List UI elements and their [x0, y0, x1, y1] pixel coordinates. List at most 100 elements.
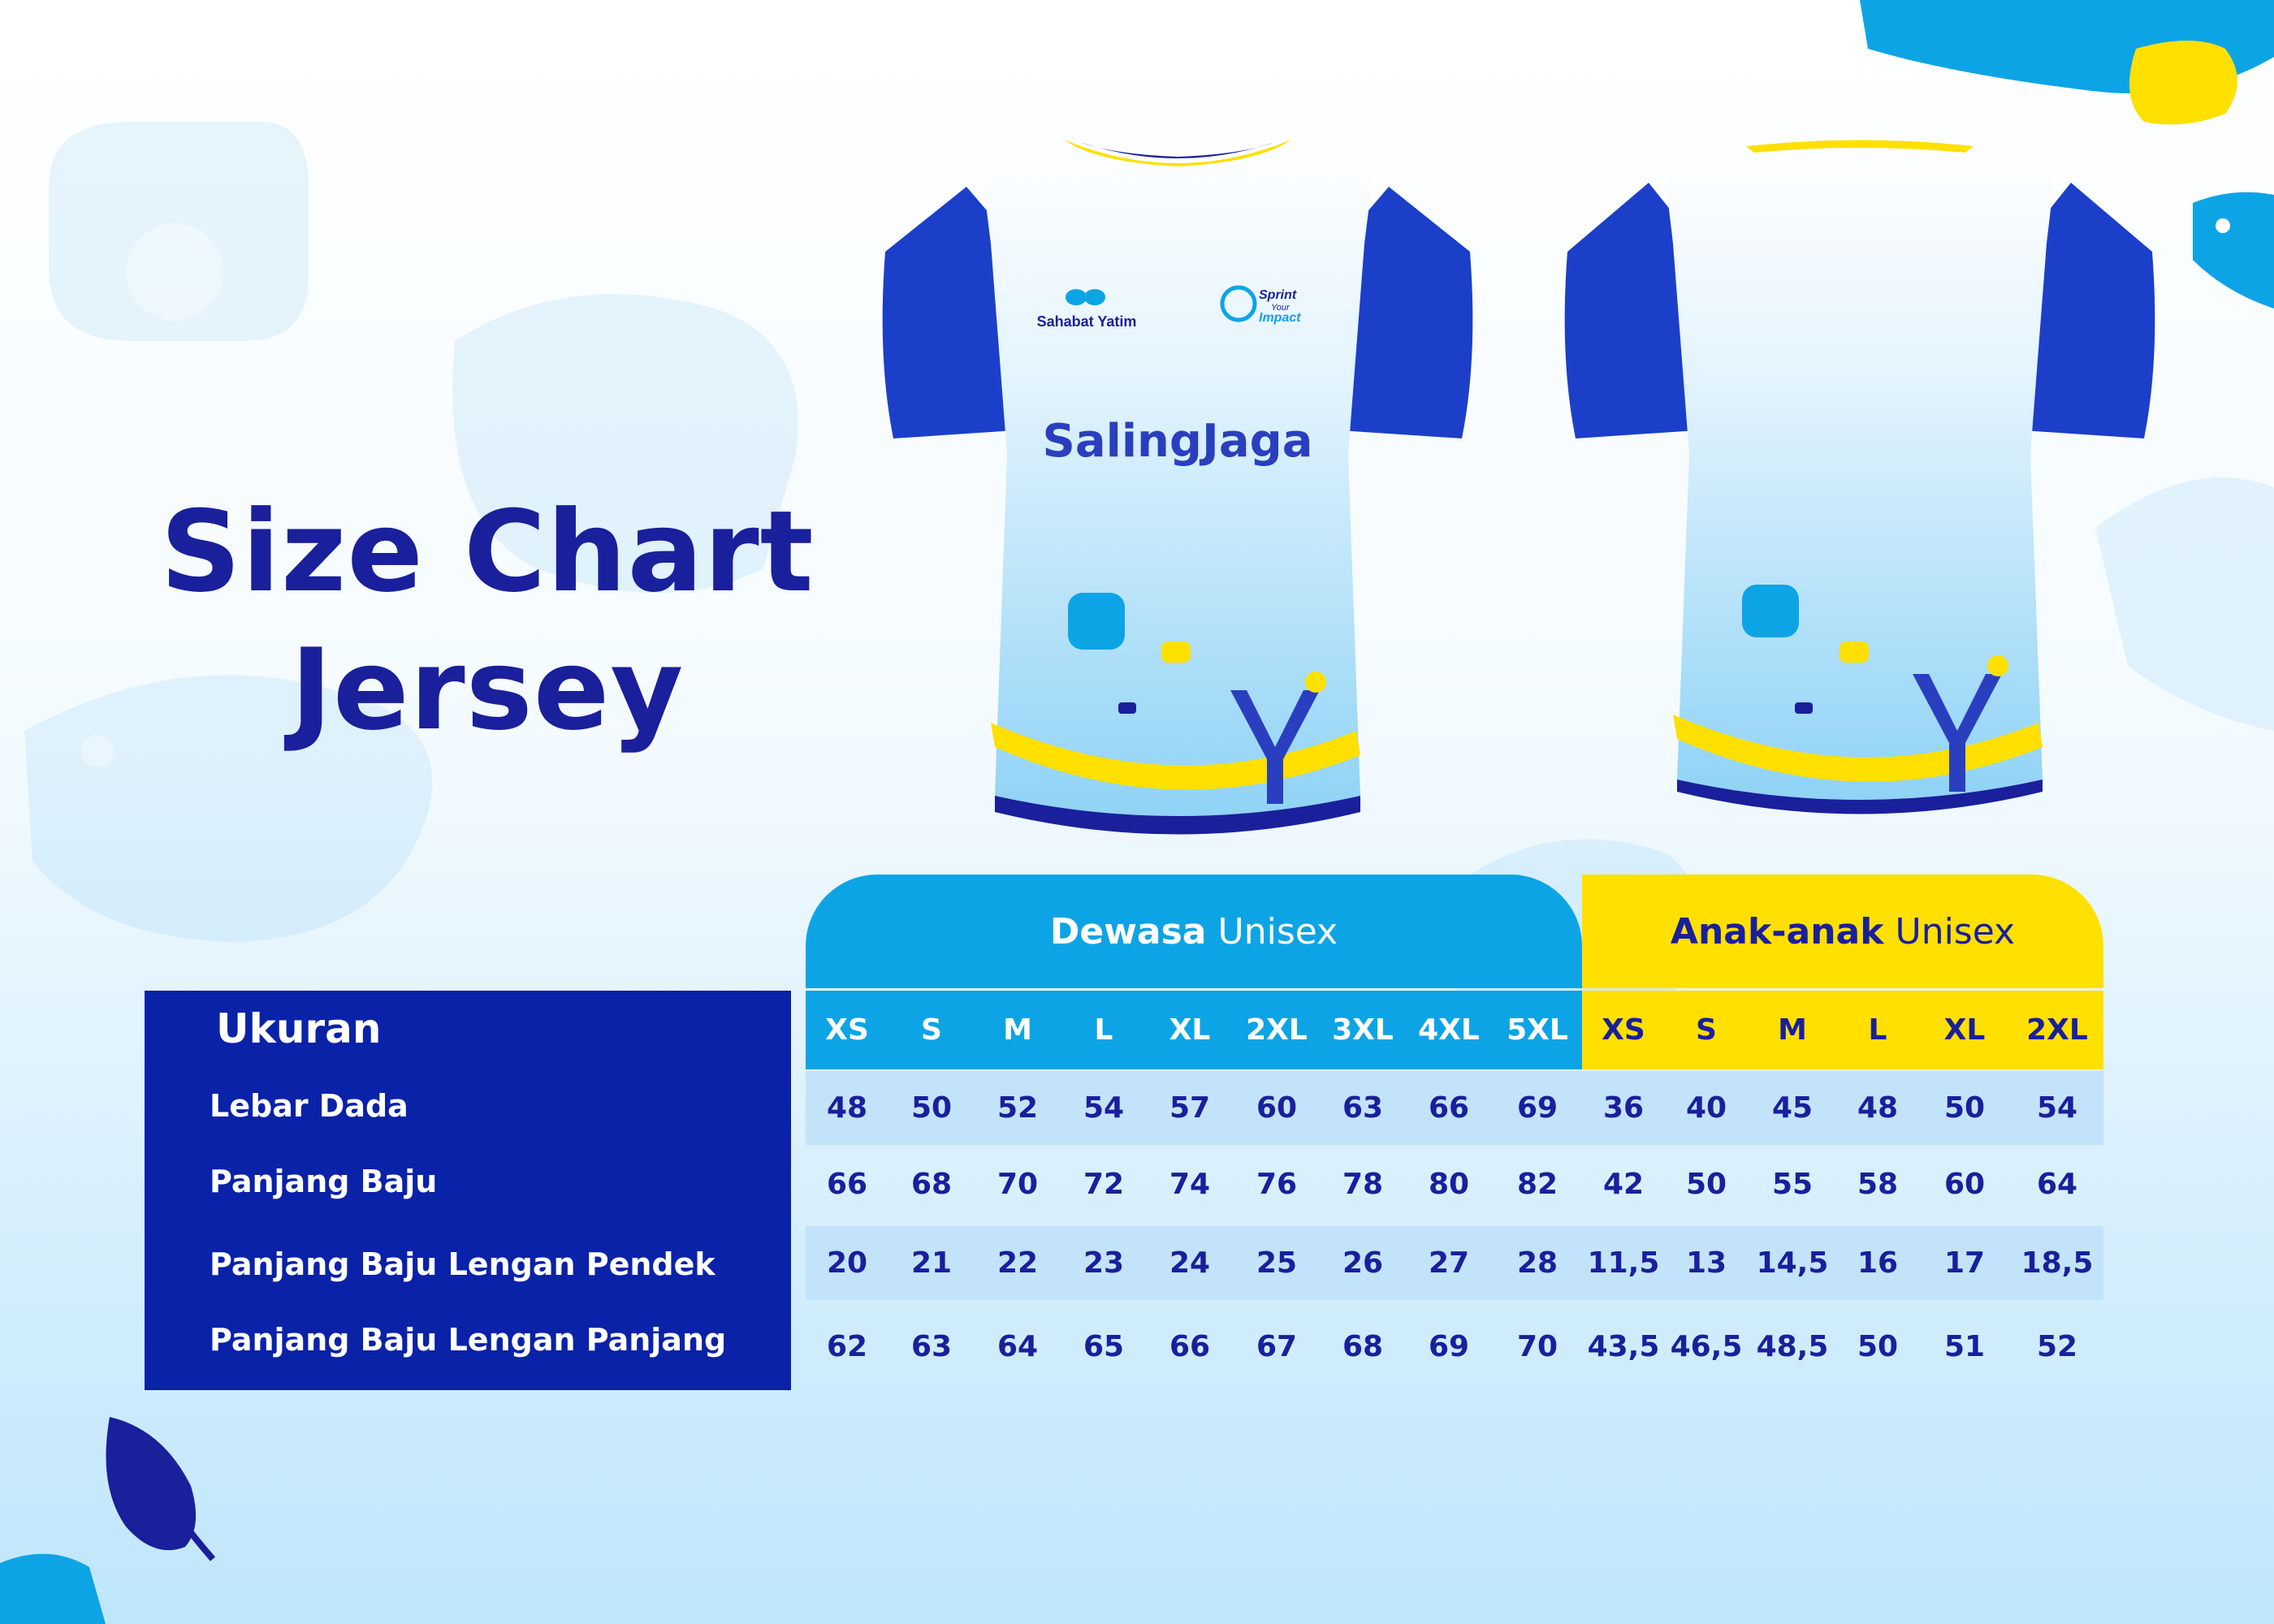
table-cell-adult: 50 — [910, 1091, 953, 1125]
table-cell-adult: 66 — [1169, 1330, 1211, 1363]
table-row: 20 21 22 23 24 25 26 27 28 11,5 13 14,5 16 17 18,5 — [806, 1226, 2103, 1300]
table-cell-adult: 69 — [1516, 1091, 1559, 1125]
table-cell-adult: 28 — [1516, 1246, 1559, 1280]
table-cell-adult: 52 — [996, 1091, 1039, 1125]
table-cell-adult: 72 — [1083, 1168, 1125, 1201]
table-cell-adult: 60 — [1256, 1091, 1298, 1125]
table-cell-kids: 16 — [1857, 1246, 1899, 1280]
table-cell-kids: 60 — [1943, 1168, 1986, 1201]
table-cell-adult: 57 — [1169, 1091, 1211, 1125]
size-header-adult: S — [921, 1013, 942, 1047]
table-cell-kids: 13 — [1685, 1246, 1727, 1280]
table-cell-kids: 43,5 — [1587, 1330, 1660, 1363]
size-header-adult: M — [1003, 1013, 1032, 1047]
kids-header: Anak-anak Unisex — [1582, 875, 2103, 988]
size-header-adult: 5XL — [1507, 1013, 1568, 1047]
table-cell-kids: 46,5 — [1670, 1330, 1743, 1363]
size-header-adult: L — [1094, 1013, 1113, 1047]
table-cell-adult: 69 — [1428, 1330, 1470, 1363]
table-cell-adult: 65 — [1083, 1330, 1125, 1363]
table-cell-adult: 68 — [910, 1168, 953, 1201]
table-cell-kids: 51 — [1943, 1330, 1986, 1363]
ukuran-label: Ukuran — [216, 1005, 382, 1052]
table-cell-adult: 80 — [1428, 1168, 1470, 1201]
table-cell-adult: 68 — [1342, 1330, 1384, 1363]
table-cell-kids: 64 — [2036, 1168, 2078, 1201]
logo-sprint-line3: Impact — [1259, 311, 1301, 325]
kids-header-rest: Unisex — [1895, 910, 2016, 952]
page-title: Size Chart Jersey — [122, 483, 853, 759]
adult-header-rest: Unisex — [1217, 910, 1338, 952]
table-cell-adult: 20 — [826, 1246, 868, 1280]
blob-yellow-top-right — [2129, 41, 2237, 125]
table-cell-kids: 11,5 — [1587, 1246, 1660, 1280]
table-cell-adult: 66 — [826, 1168, 868, 1201]
row-label-panjang-baju: Panjang Baju — [210, 1164, 438, 1199]
size-header-kids: M — [1778, 1013, 1807, 1047]
measurement-label-panel: Ukuran Lebar Dada Panjang Baju Panjang B… — [145, 991, 791, 1390]
table-cell-kids: 54 — [2036, 1091, 2078, 1125]
table-cell-adult: 22 — [996, 1246, 1039, 1280]
table-cell-adult: 54 — [1083, 1091, 1125, 1125]
table-cell-kids: 48 — [1857, 1091, 1899, 1125]
table-cell-kids: 55 — [1771, 1168, 1814, 1201]
jersey-front-image: Sahabat Yatim Sprint Your Impact SalingJ… — [882, 138, 1473, 835]
kids-size-row: XS S M L XL 2XL — [1582, 991, 2103, 1069]
row-label-lengan-panjang: Panjang Baju Lengan Panjang — [210, 1322, 727, 1358]
table-cell-kids: 18,5 — [2021, 1246, 2094, 1280]
logo-sprint-line1: Sprint — [1259, 288, 1297, 302]
row-label-lengan-pendek: Panjang Baju Lengan Pendek — [210, 1246, 715, 1282]
blob-blue-bottom-left — [0, 1553, 106, 1624]
size-header-adult: 2XL — [1246, 1013, 1308, 1047]
size-header-kids: XS — [1602, 1013, 1645, 1047]
table-cell-adult: 62 — [826, 1330, 868, 1363]
size-header-adult: 4XL — [1418, 1013, 1480, 1047]
table-cell-adult: 70 — [1516, 1330, 1559, 1363]
table-cell-kids: 14,5 — [1756, 1246, 1829, 1280]
size-header-kids: XL — [1943, 1013, 1986, 1047]
table-row: 66 68 70 72 74 76 78 80 82 42 50 55 58 60 64 — [806, 1147, 2103, 1221]
logo-sprint-line2: Your — [1271, 303, 1290, 313]
table-cell-adult: 67 — [1256, 1330, 1298, 1363]
table-cell-kids: 50 — [1685, 1168, 1727, 1201]
table-cell-adult: 66 — [1428, 1091, 1470, 1125]
table-cell-adult: 24 — [1169, 1246, 1211, 1280]
table-cell-kids: 48,5 — [1756, 1330, 1829, 1363]
table-row: 48 50 52 54 57 60 63 66 69 36 40 45 48 50 54 — [806, 1071, 2103, 1145]
table-cell-adult: 76 — [1256, 1168, 1298, 1201]
size-header-adult: XS — [825, 1013, 869, 1047]
table-row: 62 63 64 65 66 67 68 69 70 43,5 46,5 48,5 50 51 52 — [806, 1310, 2103, 1384]
table-cell-adult: 21 — [910, 1246, 953, 1280]
table-cell-adult: 27 — [1428, 1246, 1470, 1280]
adult-header: Dewasa Unisex — [806, 875, 1582, 988]
size-header-kids: S — [1696, 1013, 1717, 1047]
table-cell-adult: 48 — [826, 1091, 868, 1125]
title-line-2: Jersey — [290, 624, 685, 755]
table-cell-kids: 36 — [1602, 1091, 1645, 1125]
table-cell-kids: 52 — [2036, 1330, 2078, 1363]
jersey-back-image — [1564, 140, 2155, 814]
table-cell-adult: 23 — [1083, 1246, 1125, 1280]
adult-header-bold: Dewasa — [1049, 910, 1207, 952]
kids-header-bold: Anak-anak — [1670, 910, 1884, 952]
table-cell-kids: 45 — [1771, 1091, 1814, 1125]
table-cell-adult: 70 — [996, 1168, 1039, 1201]
jersey-front-text: SalingJaga — [1043, 415, 1313, 468]
table-cell-adult: 74 — [1169, 1168, 1211, 1201]
size-header-adult: 3XL — [1332, 1013, 1394, 1047]
table-cell-kids: 50 — [1943, 1091, 1986, 1125]
table-cell-adult: 63 — [1342, 1091, 1384, 1125]
adult-size-row: XS S M L XL 2XL 3XL 4XL 5XL — [806, 991, 1582, 1069]
size-header-kids: 2XL — [2026, 1013, 2088, 1047]
row-label-lebar-dada: Lebar Dada — [210, 1088, 409, 1124]
table-cell-kids: 40 — [1685, 1091, 1727, 1125]
table-cell-kids: 50 — [1857, 1330, 1899, 1363]
table-cell-kids: 42 — [1602, 1168, 1645, 1201]
table-cell-adult: 26 — [1342, 1246, 1384, 1280]
table-cell-adult: 63 — [910, 1330, 953, 1363]
size-header-kids: L — [1868, 1013, 1887, 1047]
table-cell-kids: 58 — [1857, 1168, 1899, 1201]
fish-right-edge — [2193, 192, 2274, 309]
size-header-adult: XL — [1169, 1013, 1211, 1047]
table-cell-adult: 82 — [1516, 1168, 1559, 1201]
